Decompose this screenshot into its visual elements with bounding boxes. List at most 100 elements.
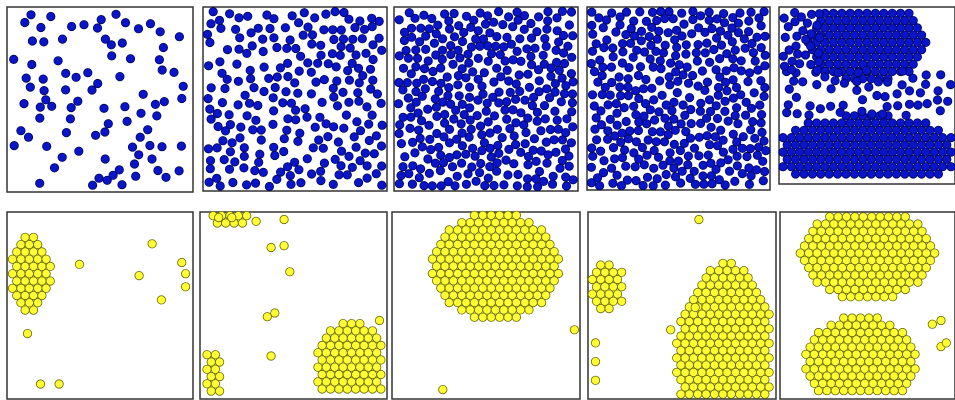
yellow-particle (37, 290, 47, 301)
blue-particle (442, 72, 452, 82)
blue-particle (307, 39, 317, 49)
blue-particle (217, 68, 227, 78)
blue-particle (712, 14, 722, 24)
blue-particle (296, 178, 306, 188)
yellow-particle (524, 218, 534, 228)
blue-particle (687, 29, 697, 39)
blue-particle (716, 125, 726, 135)
yellow-particle (760, 389, 770, 399)
blue-particle (275, 167, 286, 177)
blue-particle (91, 130, 101, 140)
blue-particle (695, 11, 706, 21)
blue-particle (779, 13, 789, 23)
blue-particle (398, 63, 409, 73)
blue-particle (661, 169, 671, 180)
blue-particle (482, 98, 492, 108)
blue-particle (635, 62, 646, 72)
blue-particle (449, 8, 459, 19)
blue-particle (365, 64, 376, 74)
blue-particle (556, 97, 566, 107)
blue-particle (314, 135, 324, 145)
yellow-particle (864, 386, 874, 396)
blue-particle (874, 169, 885, 179)
blue-particle (921, 70, 931, 80)
blue-particle (443, 91, 453, 101)
yellow-particle (847, 386, 857, 396)
blue-particle (169, 67, 179, 78)
blue-particle (457, 36, 468, 47)
blue-particle (557, 6, 568, 16)
blue-particle (598, 23, 608, 33)
blue-particle (497, 133, 507, 143)
blue-particle (279, 134, 289, 144)
blue-particle (147, 154, 157, 164)
blue-particle (120, 102, 130, 112)
blue-particle (244, 98, 255, 108)
yellow-particle (20, 305, 30, 315)
blue-particle (658, 160, 668, 170)
blue-particle (283, 71, 293, 82)
blue-particle (547, 179, 558, 189)
yellow-particle (906, 356, 916, 367)
yellow-particle (486, 312, 496, 322)
blue-particle (303, 22, 313, 32)
blue-particle (591, 113, 601, 123)
panel-3 (393, 6, 579, 192)
blue-particle (586, 58, 596, 69)
blue-particle (499, 42, 509, 52)
blue-particle (213, 121, 223, 132)
blue-particle (526, 33, 537, 43)
blue-particle (609, 154, 620, 164)
blue-particle (596, 106, 606, 116)
blue-particle (205, 164, 215, 174)
blue-particle (712, 113, 723, 124)
blue-particle (135, 132, 145, 142)
yellow-particle (266, 351, 276, 361)
blue-particle (746, 7, 756, 17)
blue-particle (546, 71, 556, 81)
blue-particle (872, 90, 882, 101)
yellow-particle (617, 267, 627, 277)
blue-particle (406, 32, 417, 42)
blue-particle (564, 20, 575, 30)
blue-particle (530, 43, 540, 53)
blue-particle (468, 67, 478, 77)
blue-particle (406, 23, 417, 33)
blue-particle (550, 79, 561, 89)
blue-particle (722, 86, 732, 96)
yellow-particle (906, 342, 916, 352)
yellow-particle (917, 226, 927, 236)
blue-particle (400, 152, 410, 162)
yellow-particle (177, 257, 187, 268)
blue-particle (117, 38, 127, 48)
blue-particle (673, 156, 684, 166)
blue-particle (522, 44, 532, 54)
blue-particle (820, 72, 830, 82)
blue-particle (567, 52, 577, 62)
blue-particle (355, 16, 365, 26)
blue-particle (502, 65, 512, 76)
blue-particle (332, 101, 343, 111)
blue-particle (647, 127, 658, 137)
blue-particle (215, 57, 225, 67)
blue-particle (702, 38, 712, 48)
blue-particle (759, 91, 769, 102)
blue-particle (319, 158, 329, 168)
blue-particle (41, 95, 51, 105)
yellow-particle (897, 386, 908, 396)
blue-particle (568, 77, 578, 87)
blue-particle (669, 139, 679, 149)
blue-particle (617, 128, 627, 138)
blue-particle (621, 116, 631, 127)
blue-particle (526, 60, 537, 70)
blue-particle (750, 133, 760, 143)
blue-particle (520, 95, 530, 105)
panel-5 (778, 6, 955, 185)
blue-particle (540, 114, 550, 124)
blue-particle (621, 29, 631, 40)
yellow-particle (438, 384, 448, 395)
yellow-particle (837, 292, 847, 302)
blue-particle (94, 173, 104, 183)
blue-particle (728, 54, 738, 64)
blue-particle (454, 21, 464, 31)
